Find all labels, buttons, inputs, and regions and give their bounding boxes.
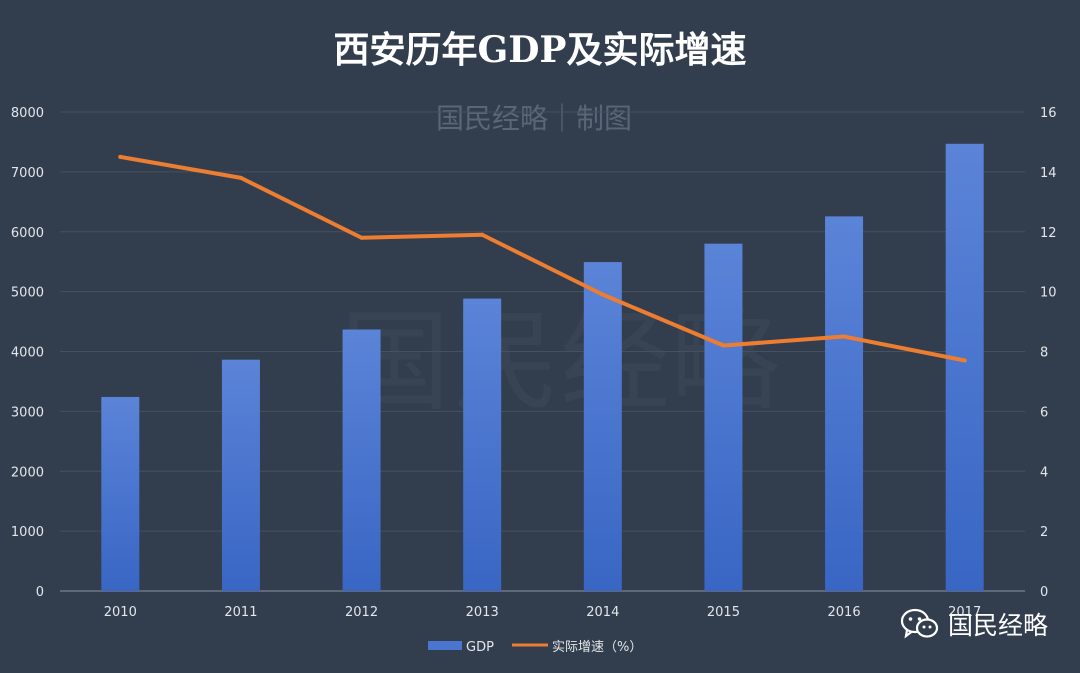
y-right-tick-label: 6 (1040, 405, 1048, 420)
y-left-tick-label: 1000 (11, 525, 44, 540)
y-left-tick-label: 7000 (11, 166, 44, 181)
y-right-tick-label: 16 (1040, 106, 1057, 121)
point-growth-2013 (480, 232, 485, 237)
y-left-tick-label: 8000 (11, 106, 44, 121)
y-right-tick-label: 2 (1040, 525, 1048, 540)
x-tick-label: 2012 (345, 605, 378, 620)
bar-gdp-2010 (101, 396, 140, 591)
line-growth (118, 154, 967, 363)
bar-gdp-2011 (221, 359, 260, 591)
legend: GDP 实际增速（%） (428, 640, 642, 655)
point-growth-2012 (359, 235, 364, 240)
y-left-tick-label: 0 (36, 585, 44, 600)
legend-label-gdp: GDP (466, 640, 494, 655)
y-right-tick-label: 4 (1040, 465, 1048, 480)
x-tick-label: 2011 (224, 605, 257, 620)
legend-swatch-gdp (428, 641, 462, 650)
gridlines (60, 111, 1025, 592)
x-tick-label: 2013 (466, 605, 499, 620)
brand-badge: 国民经略 (900, 606, 1048, 642)
bar-gdp-2016 (825, 216, 864, 591)
bar-gdp-2013 (463, 298, 502, 591)
point-growth-2011 (238, 175, 243, 180)
x-axis: 2010 2011 2012 2013 2014 2015 2016 2017 (104, 605, 981, 620)
y-left-tick-label: 5000 (11, 286, 44, 301)
y-axis-left: 0 1000 2000 3000 4000 5000 6000 7000 8000 (11, 106, 44, 600)
point-growth-2016 (842, 334, 847, 339)
wechat-icon (900, 608, 939, 639)
y-left-tick-label: 3000 (11, 405, 44, 420)
y-left-tick-label: 2000 (11, 465, 44, 480)
y-left-tick-label: 6000 (11, 226, 44, 241)
brand-text: 国民经略 (947, 611, 1048, 640)
point-growth-2017 (962, 358, 967, 363)
point-growth-2014 (600, 292, 605, 297)
bar-gdp-2017 (945, 143, 984, 591)
x-tick-label: 2014 (586, 605, 619, 620)
x-tick-label: 2017 (948, 605, 981, 620)
bar-gdp-2015 (704, 243, 743, 591)
y-right-tick-label: 0 (1040, 585, 1048, 600)
point-growth-2015 (721, 343, 726, 348)
gdp-bars (101, 143, 984, 591)
chart-subtitle: 国民经略｜制图 (436, 102, 632, 135)
y-right-tick-label: 10 (1040, 286, 1057, 301)
bar-gdp-2014 (583, 262, 622, 591)
x-tick-label: 2015 (707, 605, 740, 620)
y-right-tick-label: 8 (1040, 346, 1048, 361)
legend-label-growth: 实际增速（%） (552, 640, 642, 655)
y-right-tick-label: 14 (1040, 166, 1057, 181)
bar-gdp-2012 (342, 329, 381, 591)
y-axis-right: 0 2 4 6 8 10 12 14 16 (1040, 106, 1057, 600)
x-tick-label: 2016 (828, 605, 861, 620)
y-right-tick-label: 12 (1040, 226, 1057, 241)
point-growth-2010 (118, 154, 123, 159)
growth-line (118, 154, 967, 363)
x-tick-label: 2010 (104, 605, 137, 620)
chart-title: 西安历年GDP及实际增速 (333, 29, 746, 71)
y-left-tick-label: 4000 (11, 346, 44, 361)
